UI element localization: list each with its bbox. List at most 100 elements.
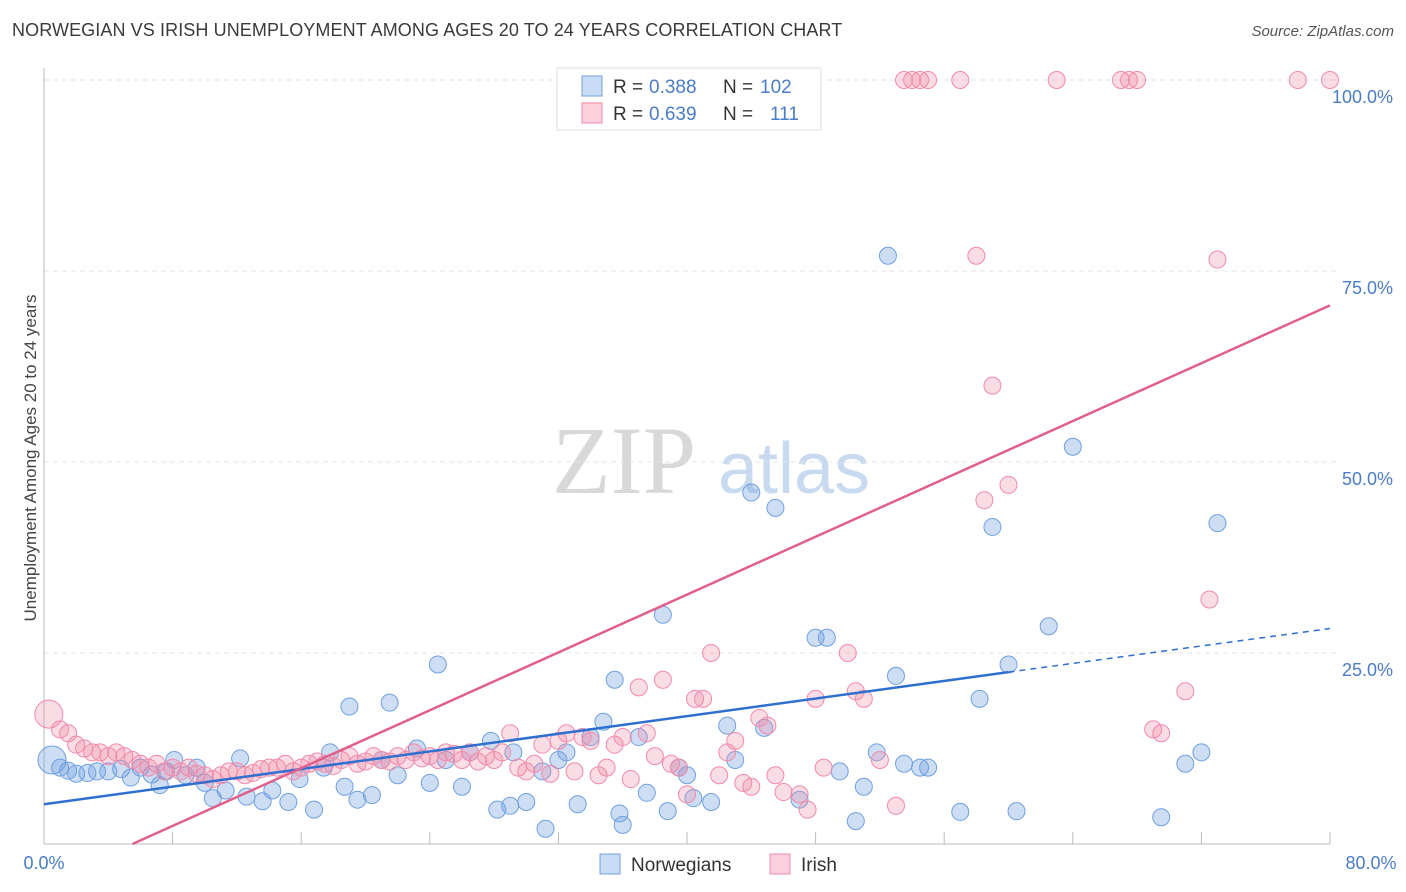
norwegians-point <box>121 768 140 787</box>
irish-point <box>766 766 785 785</box>
norwegians-point <box>290 770 309 789</box>
norwegians-point <box>388 766 407 785</box>
irish-point <box>919 71 938 89</box>
irish-point <box>886 796 905 815</box>
norwegians-point <box>983 517 1002 536</box>
norwegians-point <box>637 783 656 802</box>
norwegians-point <box>878 246 897 265</box>
irish-point <box>798 800 817 819</box>
grid <box>44 79 1340 654</box>
irish-point <box>1152 724 1171 743</box>
legend-swatch-irish <box>581 102 603 124</box>
irish-point <box>694 689 713 708</box>
norwegians-points <box>37 246 1227 838</box>
irish-point <box>838 644 857 662</box>
legend-norwegians-r-label: R = <box>613 77 643 98</box>
bottom-legend-swatch-norwegians <box>599 853 621 875</box>
y-tick-labels: 25.0% 50.0% 75.0% 100.0% <box>1332 87 1393 680</box>
irish-point <box>645 747 664 766</box>
irish-point <box>1176 682 1195 701</box>
irish-point <box>702 644 721 662</box>
norwegians-point <box>951 802 970 821</box>
legend-irish-n-value: 111 <box>770 104 799 125</box>
irish-point <box>999 475 1018 494</box>
norwegians-point <box>568 795 587 814</box>
norwegians-point <box>335 777 354 796</box>
irish-point <box>541 764 560 783</box>
irish-point <box>854 689 873 708</box>
norwegians-point <box>428 655 447 674</box>
norwegians-point <box>1192 743 1211 762</box>
irish-point <box>581 731 600 750</box>
irish-point <box>565 762 584 781</box>
norwegians-point <box>78 763 97 782</box>
y-tick-label: 25.0% <box>1342 660 1393 680</box>
norwegians-point <box>830 762 849 781</box>
bottom-legend-norwegians: Norwegians <box>631 855 731 876</box>
norwegians-point <box>613 815 632 834</box>
norwegians-point <box>658 802 677 821</box>
irish-point <box>637 724 656 743</box>
y-tick-label: 75.0% <box>1342 278 1393 298</box>
legend-irish-r-label: R = <box>613 104 643 125</box>
bottom-legend: Norwegians Irish <box>599 853 837 876</box>
legend-irish-n-label: N = <box>723 104 753 125</box>
bottom-legend-swatch-irish <box>769 853 791 875</box>
norwegians-point <box>1039 617 1058 636</box>
norwegians-point <box>165 750 184 769</box>
irish-point <box>951 71 970 89</box>
norwegians-point <box>605 670 624 689</box>
norwegians-point <box>501 796 520 815</box>
bottom-legend-irish: Irish <box>801 855 837 876</box>
irish-point <box>758 716 777 735</box>
norwegians-point <box>610 804 629 823</box>
legend-norwegians-n-value: 102 <box>760 77 792 98</box>
irish-point <box>621 770 640 789</box>
irish-point <box>525 754 544 773</box>
irish-point <box>1288 71 1307 89</box>
irish-point <box>501 724 520 743</box>
irish-point <box>1047 71 1066 89</box>
irish-point <box>742 777 761 796</box>
irish-point <box>1128 71 1147 89</box>
irish-point <box>669 758 688 777</box>
norwegians-point <box>1007 802 1026 821</box>
irish-point <box>1208 250 1227 269</box>
norwegians-point <box>817 628 836 647</box>
norwegians-point <box>348 790 367 809</box>
norwegians-point <box>536 819 555 838</box>
irish-point <box>533 735 552 754</box>
norwegians-point <box>1152 808 1171 827</box>
irish-point <box>493 743 512 762</box>
norwegians-point <box>919 758 938 777</box>
x-tick-label-max: 80.0% <box>1345 853 1396 873</box>
norwegians-point <box>755 718 774 737</box>
trend-lines <box>43 304 1331 846</box>
chart-source: Source: ZipAtlas.com <box>1251 23 1394 40</box>
norwegians-point <box>305 800 324 819</box>
norwegians-point <box>854 777 873 796</box>
irish-point <box>870 750 889 769</box>
legend-norwegians-r-value: 0.388 <box>649 77 697 98</box>
irish-point <box>710 766 729 785</box>
norwegians-point <box>1176 754 1195 773</box>
norwegians-point <box>380 693 399 712</box>
norwegians-point <box>517 792 536 811</box>
irish-point <box>629 678 648 697</box>
irish-point <box>678 785 696 804</box>
norwegians-point <box>970 689 989 708</box>
irish-point <box>613 728 632 747</box>
norwegians-point <box>420 773 439 792</box>
irish-point <box>1200 590 1219 609</box>
norwegians-trend-line <box>43 670 1009 806</box>
norwegians-point <box>742 483 761 502</box>
norwegians-point <box>718 716 737 735</box>
legend-irish-r-value: 0.639 <box>649 104 697 125</box>
norwegians-point <box>846 812 865 831</box>
y-tick-label: 50.0% <box>1342 469 1393 489</box>
irish-point <box>967 246 986 265</box>
irish-trend-line <box>131 304 1331 846</box>
irish-points <box>34 71 1339 819</box>
legend: R = 0.388 N = 102 R = 0.639 N = 111 <box>556 67 822 131</box>
